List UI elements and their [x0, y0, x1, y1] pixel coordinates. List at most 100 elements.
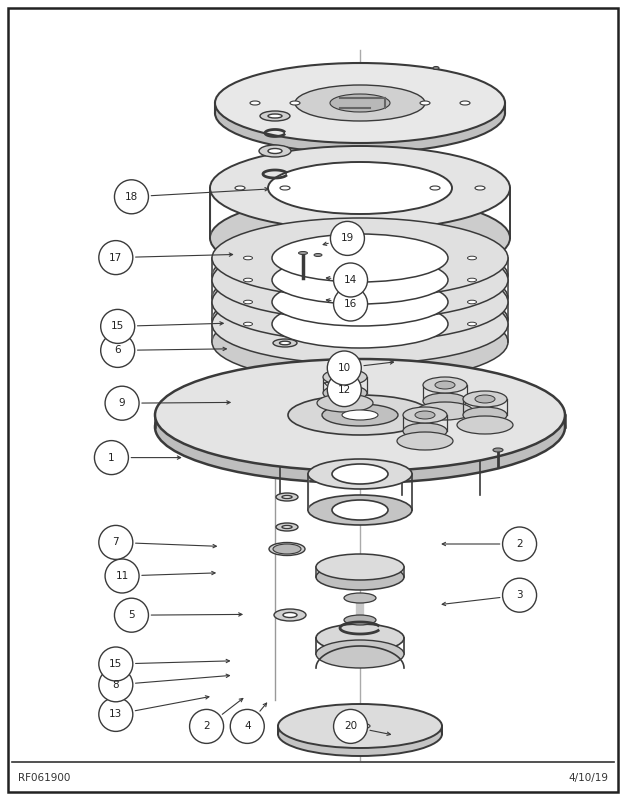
- Ellipse shape: [403, 407, 447, 423]
- Ellipse shape: [323, 369, 367, 385]
- Text: 15: 15: [109, 659, 123, 669]
- Ellipse shape: [468, 278, 476, 282]
- Circle shape: [115, 598, 148, 632]
- Ellipse shape: [316, 564, 404, 590]
- Circle shape: [115, 180, 148, 214]
- Text: 14: 14: [344, 275, 357, 285]
- Ellipse shape: [273, 544, 301, 554]
- Text: 7: 7: [113, 538, 119, 547]
- Ellipse shape: [272, 256, 448, 304]
- Text: 5: 5: [128, 610, 135, 620]
- Ellipse shape: [420, 101, 430, 105]
- Ellipse shape: [463, 407, 507, 423]
- Ellipse shape: [212, 280, 508, 360]
- Ellipse shape: [272, 278, 448, 326]
- Ellipse shape: [460, 101, 470, 105]
- Ellipse shape: [282, 495, 292, 498]
- Ellipse shape: [475, 395, 495, 403]
- Ellipse shape: [268, 212, 452, 264]
- Ellipse shape: [272, 296, 448, 344]
- Ellipse shape: [403, 423, 447, 439]
- Text: 4: 4: [244, 722, 250, 731]
- Ellipse shape: [250, 101, 260, 105]
- Ellipse shape: [433, 66, 439, 70]
- Ellipse shape: [430, 186, 440, 190]
- Ellipse shape: [457, 416, 513, 434]
- Ellipse shape: [468, 256, 476, 260]
- Circle shape: [334, 710, 367, 743]
- Ellipse shape: [268, 114, 282, 118]
- Ellipse shape: [423, 377, 467, 393]
- Text: 17: 17: [109, 253, 123, 262]
- Ellipse shape: [323, 385, 367, 401]
- Ellipse shape: [283, 613, 297, 618]
- Ellipse shape: [212, 302, 508, 382]
- Ellipse shape: [308, 459, 412, 489]
- Ellipse shape: [212, 258, 508, 338]
- Ellipse shape: [155, 359, 565, 471]
- Ellipse shape: [316, 554, 404, 580]
- Ellipse shape: [468, 300, 476, 304]
- Text: 18: 18: [125, 192, 138, 202]
- Circle shape: [105, 559, 139, 593]
- Ellipse shape: [244, 278, 252, 282]
- Text: 8: 8: [113, 680, 119, 690]
- Circle shape: [105, 386, 139, 420]
- Ellipse shape: [279, 546, 295, 551]
- Ellipse shape: [278, 704, 442, 748]
- Circle shape: [101, 334, 135, 367]
- Ellipse shape: [322, 404, 398, 426]
- Circle shape: [190, 710, 223, 743]
- Ellipse shape: [308, 495, 412, 525]
- Ellipse shape: [423, 393, 467, 409]
- Ellipse shape: [244, 322, 252, 326]
- Ellipse shape: [269, 542, 305, 555]
- Ellipse shape: [316, 640, 404, 668]
- Ellipse shape: [295, 85, 425, 121]
- Circle shape: [230, 710, 264, 743]
- Ellipse shape: [279, 341, 290, 345]
- Ellipse shape: [475, 186, 485, 190]
- Ellipse shape: [314, 254, 322, 257]
- Circle shape: [327, 373, 361, 406]
- Text: 13: 13: [109, 710, 123, 719]
- Ellipse shape: [272, 252, 448, 300]
- Circle shape: [99, 526, 133, 559]
- Ellipse shape: [273, 339, 297, 347]
- Text: 9: 9: [119, 398, 125, 408]
- Circle shape: [99, 241, 133, 274]
- Ellipse shape: [332, 500, 388, 520]
- Ellipse shape: [210, 196, 510, 280]
- Ellipse shape: [332, 464, 388, 484]
- Circle shape: [334, 287, 367, 321]
- Ellipse shape: [272, 234, 448, 282]
- Ellipse shape: [272, 300, 448, 348]
- Ellipse shape: [350, 723, 370, 729]
- Ellipse shape: [397, 432, 453, 450]
- Ellipse shape: [274, 609, 306, 621]
- Circle shape: [327, 351, 361, 385]
- Circle shape: [101, 310, 135, 343]
- Ellipse shape: [344, 615, 376, 625]
- Circle shape: [503, 578, 536, 612]
- Ellipse shape: [215, 73, 505, 153]
- Ellipse shape: [244, 300, 252, 304]
- Text: RF061900: RF061900: [18, 773, 70, 783]
- Text: 11: 11: [115, 571, 129, 581]
- Ellipse shape: [272, 318, 448, 366]
- Text: 3: 3: [516, 590, 523, 600]
- Ellipse shape: [342, 410, 378, 420]
- Ellipse shape: [260, 111, 290, 121]
- Ellipse shape: [344, 593, 376, 603]
- Ellipse shape: [435, 381, 455, 389]
- Ellipse shape: [210, 146, 510, 230]
- Ellipse shape: [415, 411, 435, 419]
- Ellipse shape: [155, 371, 565, 483]
- Ellipse shape: [463, 391, 507, 407]
- Circle shape: [334, 263, 367, 297]
- Circle shape: [95, 441, 128, 474]
- Ellipse shape: [268, 149, 282, 154]
- Ellipse shape: [335, 373, 355, 381]
- Ellipse shape: [235, 186, 245, 190]
- Ellipse shape: [276, 523, 298, 531]
